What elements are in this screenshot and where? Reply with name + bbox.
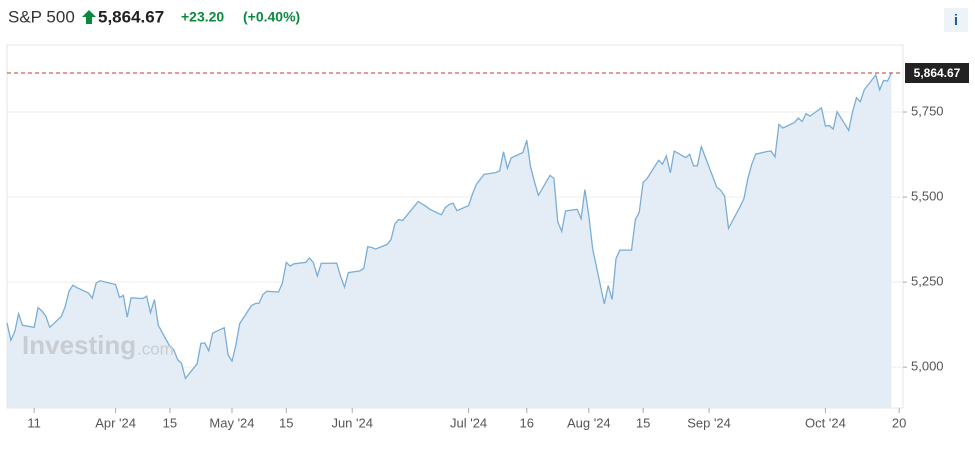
price-line [6, 72, 892, 380]
x-tick-label: Oct '24 [805, 415, 846, 430]
last-price-box [905, 63, 969, 84]
x-tick-label: Apr '24 [95, 415, 136, 430]
up-arrow [82, 10, 96, 24]
x-tick-label: 15 [163, 415, 177, 430]
x-tick-label: May '24 [209, 415, 254, 430]
info-button-bg[interactable] [944, 8, 968, 32]
x-tick-label: 15 [636, 415, 650, 430]
y-tick-label: 5,500 [911, 189, 944, 204]
change-pct: (+0.40%) [243, 9, 300, 25]
x-tick-label: 15 [279, 415, 293, 430]
x-tick-label: 11 [27, 415, 41, 430]
chart-title: S&P 500 [8, 7, 75, 26]
x-tick-label: Jul '24 [450, 415, 487, 430]
change: +23.20 [181, 9, 224, 25]
x-tick-label: Aug '24 [567, 415, 611, 430]
info-button[interactable]: i [954, 12, 958, 29]
watermark-brand: Investing [22, 330, 136, 360]
y-tick-label: 5,750 [911, 103, 944, 118]
x-tick-label: Jun '24 [331, 415, 373, 430]
x-tick-label: 20 [892, 415, 906, 430]
x-tick-label: 16 [520, 415, 534, 430]
price: 5,864.67 [98, 7, 164, 26]
y-tick-label: 5,250 [911, 274, 944, 289]
y-tick-label: 5,000 [911, 359, 944, 374]
area-fill [7, 73, 892, 408]
x-tick-label: Sep '24 [687, 415, 731, 430]
last-price-label: 5,864.67 [914, 66, 961, 80]
watermark-suffix: .com [137, 339, 174, 358]
plot-area: 5,000 5,250 5,500 5,750 11 Apr '24 15 May '24 15… [6, 44, 969, 430]
